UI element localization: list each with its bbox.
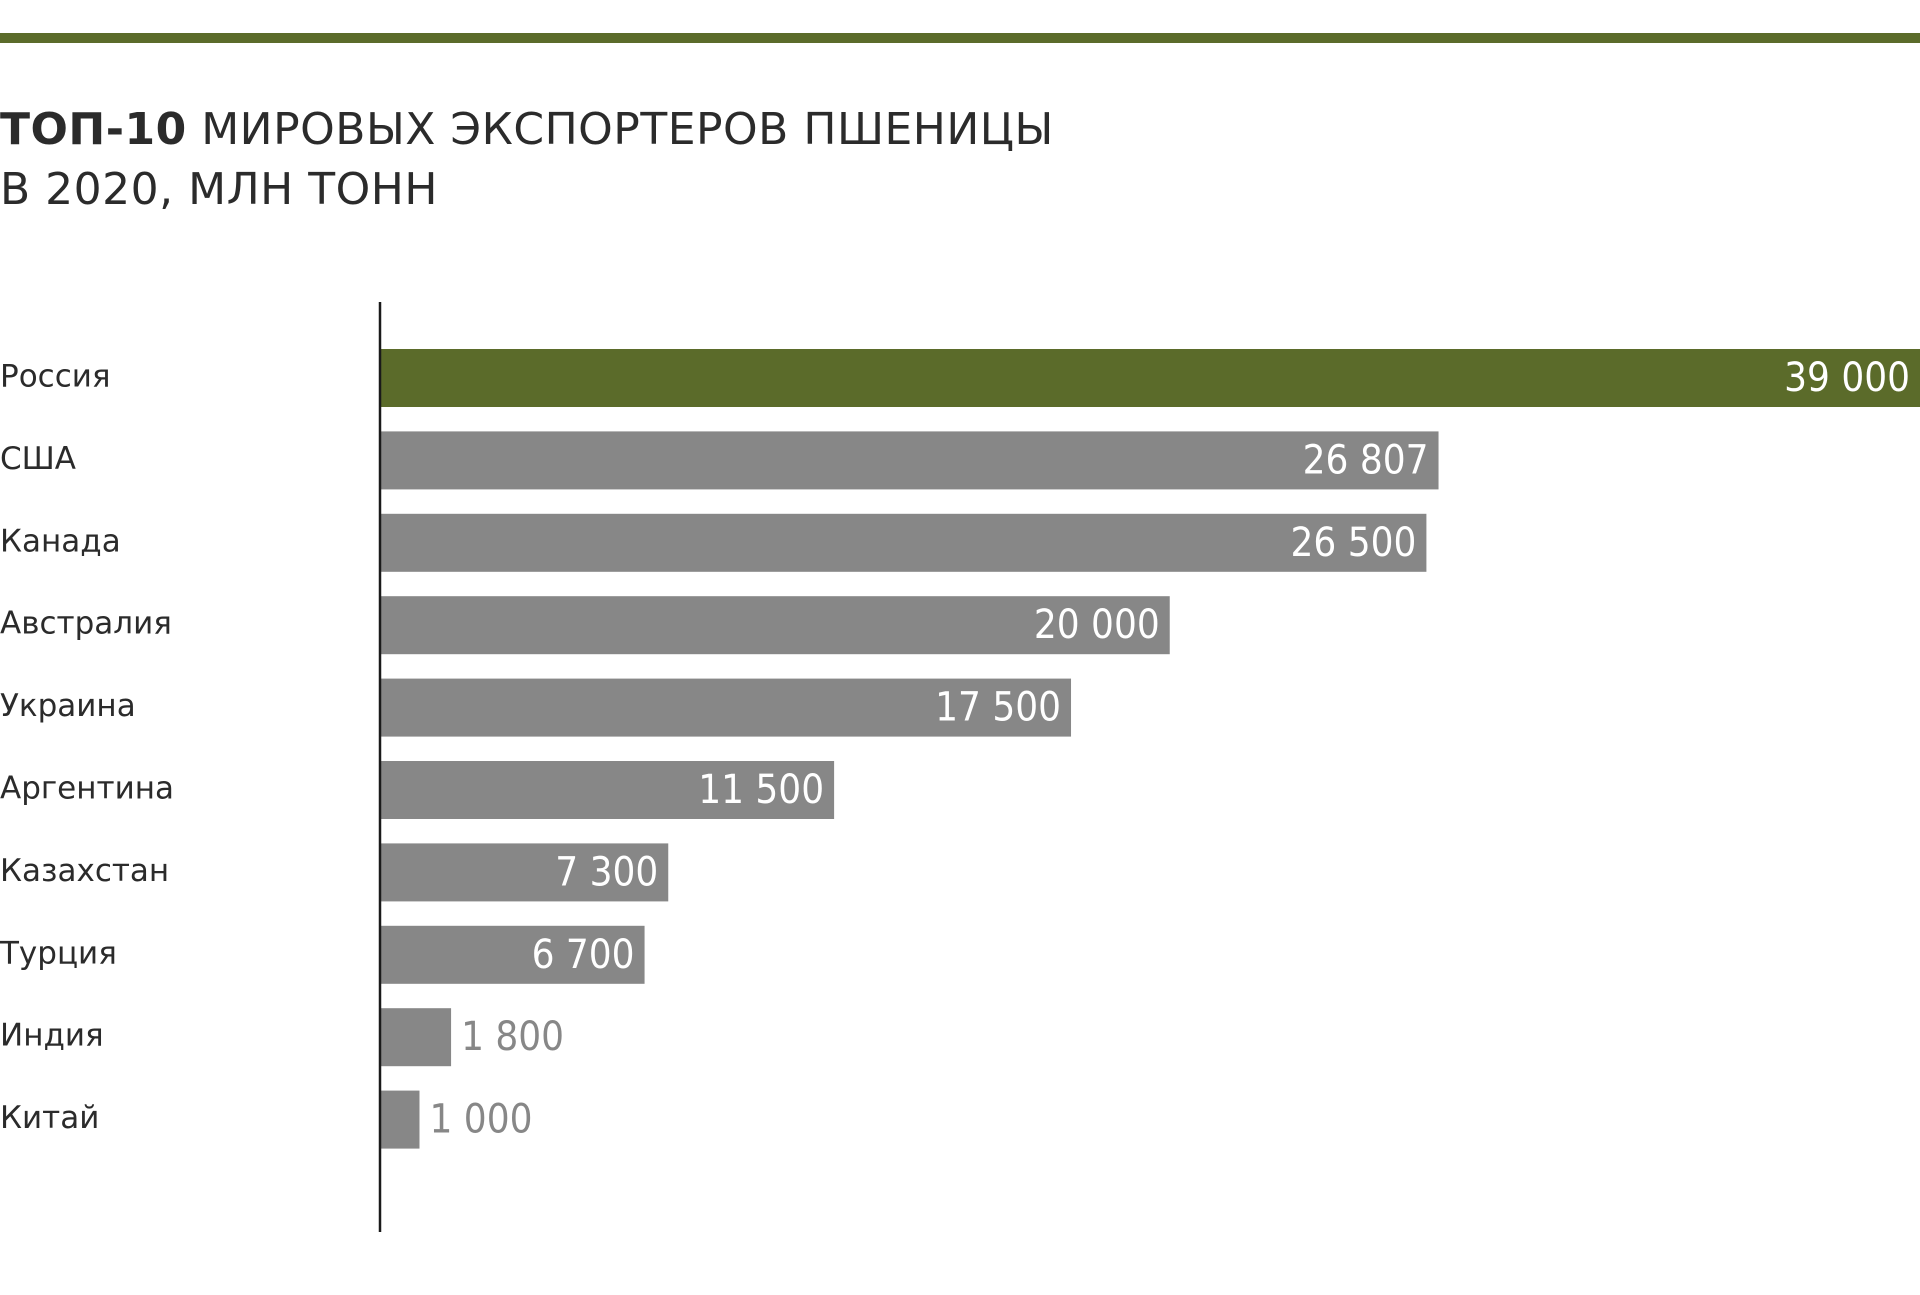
category-label: Канада — [0, 523, 121, 559]
value-label: 1 000 — [429, 1097, 532, 1143]
category-label: Россия — [0, 359, 111, 395]
bar — [380, 1008, 452, 1067]
category-label: Китай — [0, 1100, 99, 1136]
bar — [380, 513, 1427, 572]
value-label: 6 700 — [532, 932, 635, 978]
bar — [380, 761, 835, 819]
category-label: Казахстан — [0, 853, 169, 889]
category-label: Украина — [0, 688, 136, 724]
bar — [380, 678, 1072, 737]
category-label: Индия — [0, 1018, 104, 1054]
bars-layer: Россия 39 000 США 26 807 Канада 26 500 Австрал… — [0, 349, 1920, 1149]
value-label: 17 500 — [935, 685, 1061, 731]
bar — [380, 843, 669, 902]
chart-title: ТОП-10 МИРОВЫХ ЭКСПОРТЕРОВ ПШЕНИЦЫ В 202… — [0, 100, 1054, 220]
bar — [380, 596, 1170, 655]
chart-title-rest: МИРОВЫХ ЭКСПОРТЕРОВ ПШЕНИЦЫ — [186, 104, 1054, 155]
value-label: 39 000 — [1784, 355, 1910, 401]
value-label: 1 800 — [461, 1014, 564, 1060]
bar — [380, 431, 1439, 490]
category-label: США — [0, 441, 76, 477]
chart-title-bold: ТОП-10 — [0, 104, 187, 155]
category-label: Австралия — [0, 606, 172, 642]
bar — [380, 349, 1920, 407]
value-label: 7 300 — [555, 849, 658, 895]
top-accent-rule — [0, 33, 1920, 43]
chart-subtitle: В 2020, МЛН ТОНН — [0, 164, 438, 215]
bar — [380, 925, 645, 984]
value-label: 26 500 — [1291, 520, 1417, 566]
value-label: 26 807 — [1303, 437, 1429, 483]
bar — [380, 1090, 420, 1149]
category-label: Аргентина — [0, 771, 174, 807]
value-label: 11 500 — [698, 767, 824, 813]
category-label: Турция — [0, 935, 117, 971]
value-label: 20 000 — [1034, 602, 1160, 648]
